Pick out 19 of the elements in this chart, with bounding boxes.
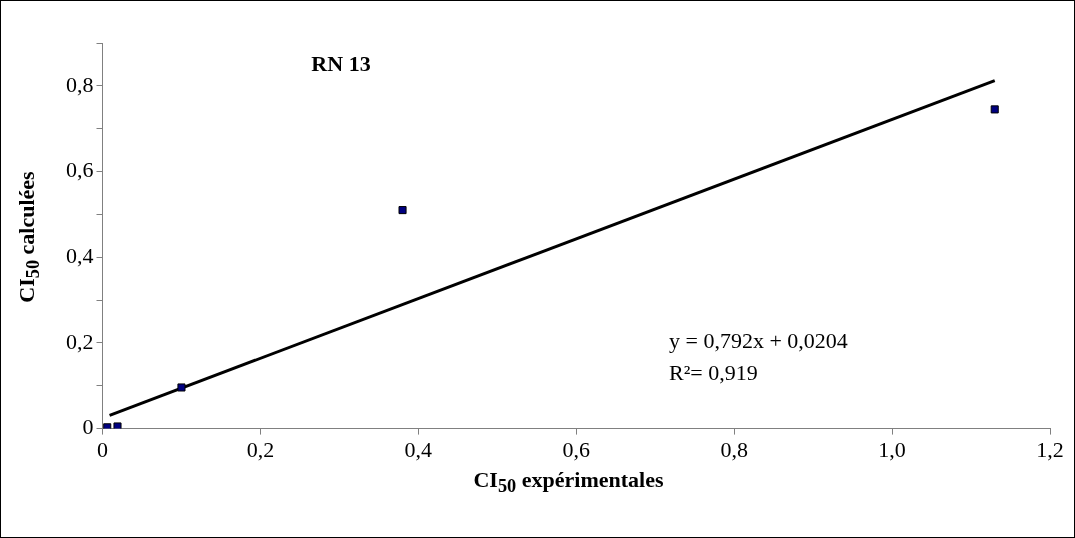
chart-title: RN 13 — [310, 51, 372, 77]
y-tick-label: 0 — [82, 414, 94, 440]
x-tick-label: 1,2 — [1036, 436, 1064, 462]
x-tick-label: 0,8 — [720, 436, 748, 462]
y-tick-label: 0,8 — [66, 71, 94, 97]
annotation: R²= 0,919 — [669, 359, 759, 387]
x-tick-label: 1,0 — [878, 436, 906, 462]
point — [113, 422, 122, 429]
y-tick-label: 0,6 — [66, 157, 94, 183]
point — [990, 105, 999, 114]
x-tick-label: 0,2 — [246, 436, 275, 462]
x-tick-label: 0,6 — [562, 436, 590, 462]
x-tick-label: 0,4 — [404, 436, 433, 462]
point — [398, 206, 407, 215]
annotation: y = 0,792x + 0,0204 — [669, 327, 848, 355]
y-tick-label: 0,2 — [66, 328, 94, 354]
y-tick-label: 0,4 — [66, 243, 94, 268]
point — [177, 383, 186, 392]
x-axis-title: CI$_{50}$ expérimentales — [472, 467, 665, 498]
